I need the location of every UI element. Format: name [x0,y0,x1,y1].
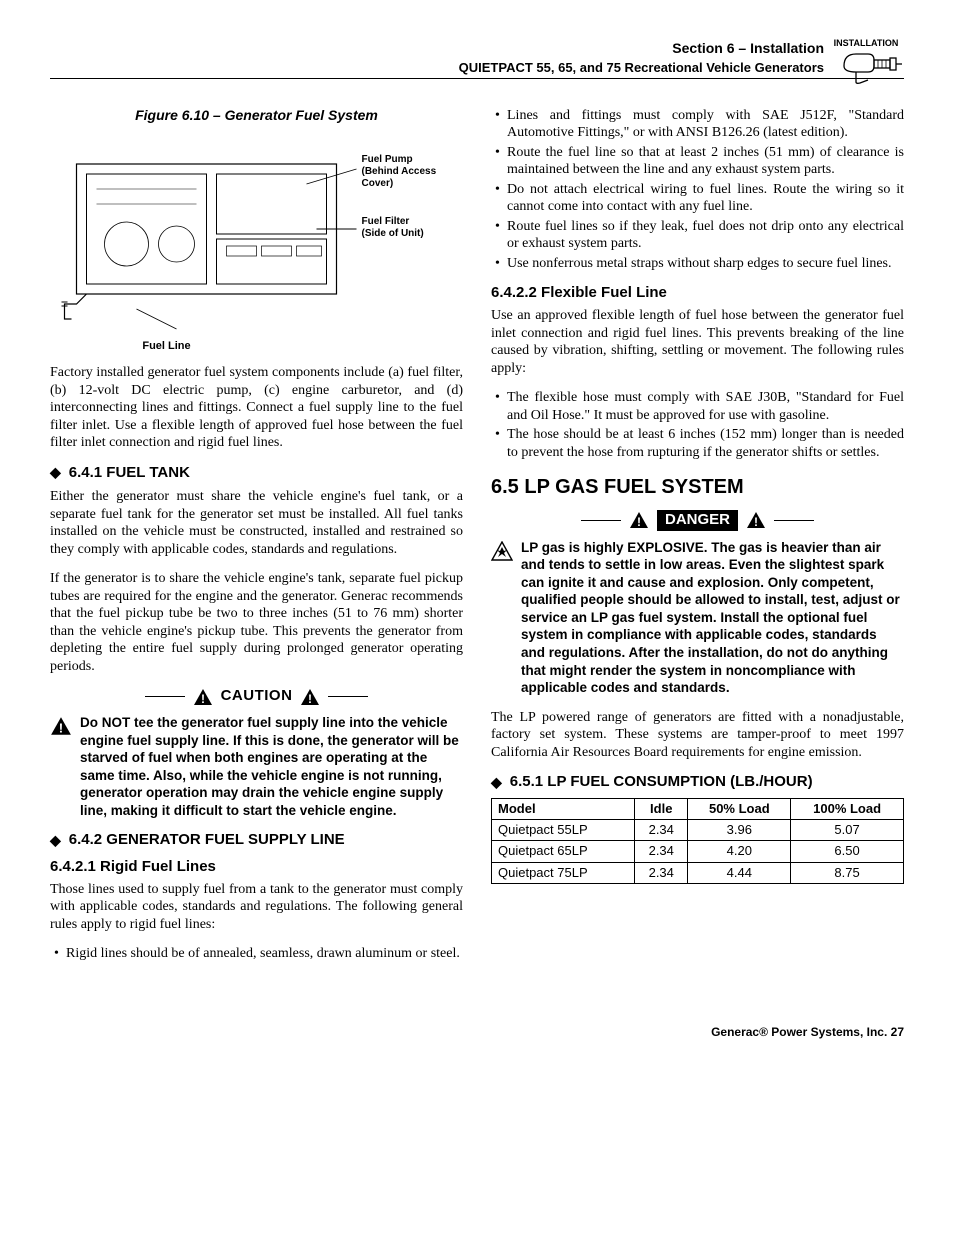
two-column-layout: Figure 6.10 – Generator Fuel System [50,107,904,975]
product-line: QUIETPACT 55, 65, and 75 Recreational Ve… [50,60,824,76]
p-641b: If the generator is to share the vehicle… [50,570,463,675]
heading-6421: 6.4.2.1 Rigid Fuel Lines [50,858,463,877]
col-100: 100% Load [791,798,904,819]
list-item: The flexible hose must comply with SAE J… [491,389,904,424]
install-icon-label: INSTALLATION [834,38,898,48]
generator-diagram: Fuel Pump (Behind Access Cover) Fuel Fil… [50,134,463,334]
svg-text:(Behind Access: (Behind Access [362,166,437,177]
svg-text:!: ! [59,721,63,736]
lp-consumption-table: Model Idle 50% Load 100% Load Quietpact … [491,798,904,884]
list-item: Lines and fittings must comply with SAE … [491,107,904,142]
svg-text:(Side of Unit): (Side of Unit) [362,228,424,239]
installation-icon: INSTALLATION [834,36,904,86]
danger-bar: ! DANGER ! [491,510,904,531]
list-item: Route the fuel line so that at least 2 i… [491,144,904,179]
svg-text:Fuel Pump: Fuel Pump [362,154,413,165]
svg-text:!: ! [637,515,641,529]
heading-641: 6.4.1 FUEL TANK [50,464,463,483]
svg-text:!: ! [201,692,205,706]
intro-paragraph: Factory installed generator fuel system … [50,364,463,452]
warning-triangle-icon: ! [746,511,766,529]
danger-text: LP gas is highly EXPLOSIVE. The gas is h… [521,539,904,697]
list-item: Rigid lines should be of annealed, seaml… [50,945,463,963]
svg-text:!: ! [754,515,758,529]
p-65: The LP powered range of generators are f… [491,709,904,762]
table-row: Quietpact 65LP 2.34 4.20 6.50 [492,841,904,862]
p-641a: Either the generator must share the vehi… [50,488,463,558]
table-header-row: Model Idle 50% Load 100% Load [492,798,904,819]
danger-body: LP gas is highly EXPLOSIVE. The gas is h… [491,539,904,697]
list-item: The hose should be at least 6 inches (15… [491,426,904,461]
warning-triangle-icon: ! [193,688,213,706]
warning-triangle-icon: ! [629,511,649,529]
bullets-6421: Rigid lines should be of annealed, seaml… [50,945,463,963]
bullets-6422: The flexible hose must comply with SAE J… [491,389,904,461]
warning-triangle-icon: ! [300,688,320,706]
col-model: Model [492,798,635,819]
svg-text:Cover): Cover) [362,178,394,189]
list-item: Do not attach electrical wiring to fuel … [491,181,904,216]
header-text-block: Section 6 – Installation QUIETPACT 55, 6… [50,40,904,79]
p-6421: Those lines used to supply fuel from a t… [50,881,463,934]
svg-text:!: ! [308,692,312,706]
p-6422: Use an approved flexible length of fuel … [491,307,904,377]
table-row: Quietpact 55LP 2.34 3.96 5.07 [492,820,904,841]
fuel-line-caption: Fuel Line [0,340,463,354]
caution-body: ! Do NOT tee the generator fuel supply l… [50,714,463,819]
heading-642: 6.4.2 GENERATOR FUEL SUPPLY LINE [50,831,463,850]
caution-text: Do NOT tee the generator fuel supply lin… [80,714,463,819]
heading-651: 6.5.1 LP FUEL CONSUMPTION (LB./HOUR) [491,773,904,792]
page-footer: Generac® Power Systems, Inc. 27 [50,1025,904,1040]
list-item: Route fuel lines so if they leak, fuel d… [491,218,904,253]
heading-6422: 6.4.2.2 Flexible Fuel Line [491,284,904,303]
page-header: Section 6 – Installation QUIETPACT 55, 6… [50,40,904,79]
svg-text:Fuel Filter: Fuel Filter [362,216,410,227]
caution-label: CAUTION [221,687,293,706]
danger-label: DANGER [657,510,738,531]
section-label: Section 6 – Installation [50,40,824,58]
table-row: Quietpact 75LP 2.34 4.44 8.75 [492,862,904,883]
col-idle: Idle [635,798,688,819]
heading-65: 6.5 LP GAS FUEL SYSTEM [491,475,904,500]
col-50: 50% Load [688,798,791,819]
list-item: Use nonferrous metal straps without shar… [491,255,904,273]
caution-bar: ! CAUTION ! [50,687,463,706]
figure-title: Figure 6.10 – Generator Fuel System [50,107,463,125]
bullets-top-right: Lines and fittings must comply with SAE … [491,107,904,273]
explosion-icon [491,539,515,697]
right-column: Lines and fittings must comply with SAE … [491,107,904,975]
caution-triangle-icon: ! [50,714,74,819]
left-column: Figure 6.10 – Generator Fuel System [50,107,463,975]
